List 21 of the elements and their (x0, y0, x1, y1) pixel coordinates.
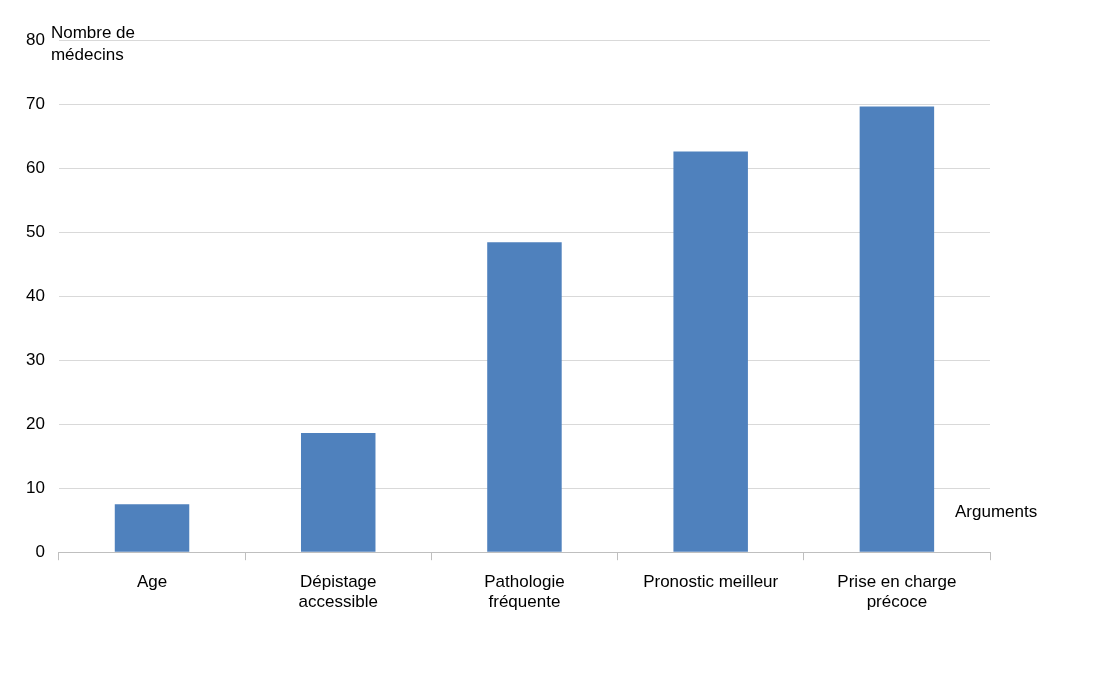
x-tick-label: Pronostic meilleur (643, 572, 779, 592)
x-tick-label: Age (136, 572, 168, 592)
y-tick-label: 50 (25, 221, 45, 241)
bar (859, 106, 935, 552)
y-tick-label: 20 (25, 413, 45, 433)
y-tick-label: 40 (25, 285, 45, 305)
y-axis-title: Nombre de médecins (50, 22, 136, 64)
y-tick-label: 10 (25, 477, 45, 497)
y-tick-label: 80 (25, 29, 45, 49)
x-tick-label: Dépistage accessible (298, 572, 378, 612)
x-axis-title: Arguments (955, 501, 1038, 521)
y-tick-label: 30 (25, 349, 45, 369)
x-tick-label: Prise en charge précoce (837, 572, 957, 612)
y-tick-label: 60 (25, 157, 45, 177)
y-tick-label: 0 (35, 541, 45, 561)
x-tick-label: Pathologie fréquente (484, 572, 565, 612)
bar (673, 151, 748, 552)
bar (300, 433, 376, 552)
bar (487, 242, 562, 552)
bar (114, 504, 190, 552)
y-tick-label: 70 (25, 93, 45, 113)
